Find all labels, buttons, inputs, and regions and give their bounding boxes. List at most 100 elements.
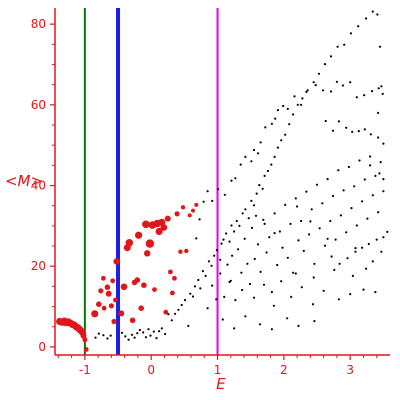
data-point-red [101,305,107,311]
data-point-black [363,178,366,181]
data-point-black [297,239,300,242]
data-point-black [272,304,275,307]
data-point-red [145,239,155,248]
data-point-black [286,107,289,110]
data-point-black [226,263,229,266]
data-point-black [292,271,295,274]
data-point-black [369,133,372,136]
x-tick-label: 0 [147,363,155,377]
data-point-red [160,224,168,231]
axes: 0 20 40 60 80 -1 0 1 2 3 [31,8,390,377]
data-point-black [130,333,134,336]
data-point-black [183,299,187,302]
y-tick-label: 0 [38,340,46,354]
data-point-black [270,122,273,125]
data-point-black [252,148,256,152]
data-point-black [180,303,183,307]
data-point-black [357,130,360,133]
data-point-black [270,328,273,331]
data-point-black [238,224,241,227]
data-point-black [293,95,296,98]
data-point-black [367,242,370,246]
data-point-red [138,305,144,312]
data-point-black [255,192,258,195]
data-point-red [142,220,150,229]
data-point-red [83,347,89,352]
data-point-black [371,194,374,197]
data-point-black [337,120,340,123]
data-point-black [206,307,209,310]
data-point-black [254,214,258,217]
data-point-red [111,318,117,325]
data-point-black [284,133,287,136]
data-point-black [301,97,304,100]
data-point-black [377,211,380,214]
data-point-black [378,172,381,175]
data-point-black [240,271,243,274]
x-tick-label: -1 [79,363,91,377]
data-point-red [164,215,171,222]
data-point-red [144,250,151,257]
y-tick-label: 20 [31,259,46,273]
data-point-black [213,254,216,257]
data-point-black [382,142,385,145]
data-point-red [91,310,99,318]
data-point-black [263,222,266,225]
data-point-black [211,199,214,202]
data-point-black [273,212,276,215]
data-point-black [273,232,276,235]
data-point-black [361,246,364,249]
data-point-black [164,332,167,336]
data-point-red [141,282,147,289]
data-point-black [371,90,374,93]
data-point-black [210,264,213,267]
data-point-red [101,275,106,281]
data-point-black [329,90,333,93]
data-point-black [306,89,309,92]
data-point-black [369,164,372,167]
data-point-black [219,258,222,261]
data-point-black [323,63,327,66]
data-point-black [351,274,354,277]
data-point-black [233,327,236,330]
data-point-black [127,338,130,341]
data-point-red [194,202,199,207]
data-point-black [136,332,139,335]
data-point-red [187,213,192,218]
data-point-black [321,202,324,205]
data-point-black [219,272,222,275]
data-point-black [160,327,163,330]
data-point-black [286,256,289,259]
data-point-black [296,103,299,106]
data-point-black [158,330,161,333]
data-point-black [338,262,341,265]
data-point-black [263,174,266,177]
data-point-black [337,298,340,301]
data-point-black [341,84,344,87]
data-point-black [309,220,312,223]
data-point-black [330,255,333,258]
data-point-black [317,72,321,75]
data-point-black [270,291,273,294]
data-point-black [386,230,389,233]
data-point-red [108,303,114,309]
data-point-black [333,268,336,271]
data-point-red [170,290,175,296]
data-point-black [374,174,377,177]
data-point-black [310,208,313,211]
data-point-black [302,249,305,252]
data-point-black [174,312,177,315]
data-point-black [193,285,197,288]
data-point-red [110,278,116,284]
data-point-red [172,275,177,281]
data-point-red [163,309,169,315]
data-point-red [96,301,102,308]
data-point-black [380,250,383,253]
data-point-black [250,199,253,202]
data-point-black [276,146,279,149]
data-point-black [229,279,232,282]
data-point-black [202,200,205,203]
data-point-black [246,262,249,265]
data-point-black [170,319,173,322]
